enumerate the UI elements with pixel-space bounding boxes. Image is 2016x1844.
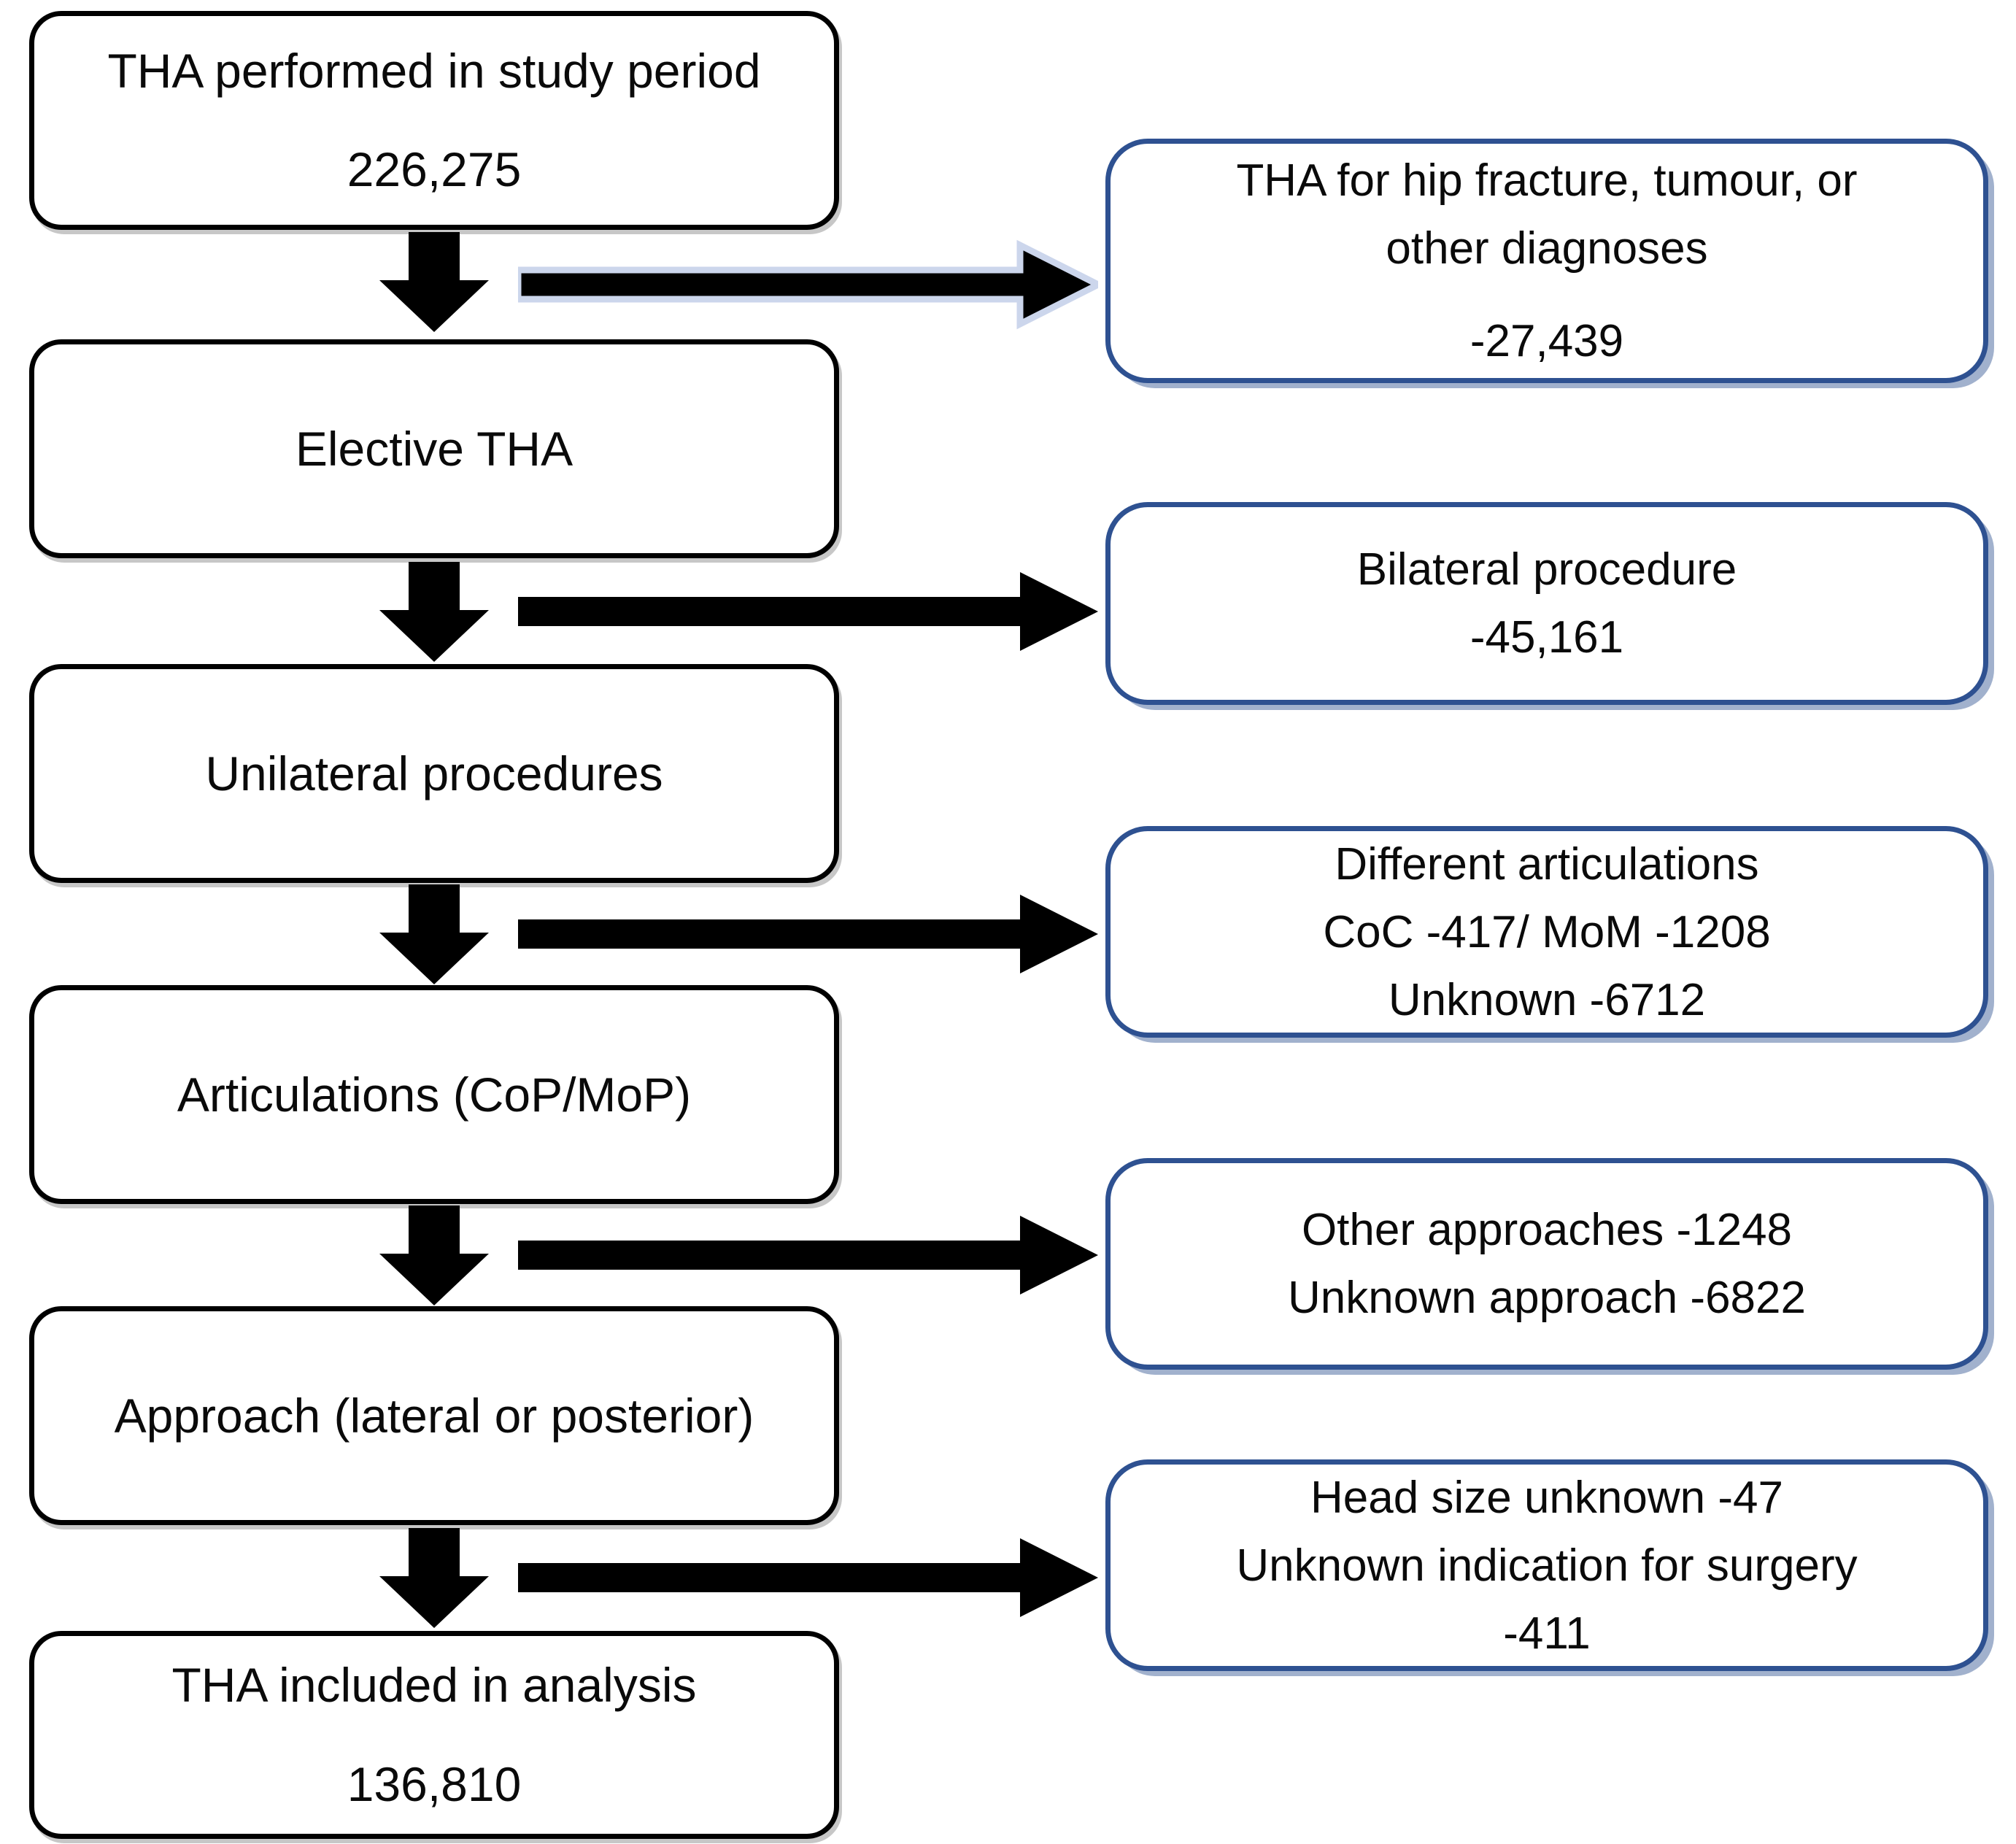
- box-approach: Approach (lateral or posterior): [29, 1306, 839, 1525]
- box-tha-included: THA included in analysis 136,810: [29, 1631, 839, 1839]
- box-line: other diagnoses: [1386, 223, 1708, 274]
- box-line: THA performed in study period: [107, 43, 761, 98]
- right-arrow-icon: [518, 1538, 1098, 1617]
- box-line: Different articulations: [1335, 838, 1759, 890]
- box-line: Head size unknown -47: [1310, 1472, 1783, 1523]
- box-line: Unknown -6712: [1388, 974, 1706, 1025]
- box-articulations: Articulations (CoP/MoP): [29, 985, 839, 1204]
- box-line: Unknown indication for surgery: [1236, 1540, 1858, 1591]
- box-line: -45,161: [1469, 612, 1624, 663]
- box-line: Approach (lateral or posterior): [114, 1388, 754, 1443]
- box-excluded-articulations: Different articulations CoC -417/ MoM -1…: [1105, 826, 1988, 1038]
- right-arrow-icon: [518, 572, 1098, 651]
- down-arrow-icon: [379, 1528, 489, 1628]
- box-line: -27,439: [1469, 316, 1624, 367]
- down-arrow-icon: [379, 1205, 489, 1305]
- box-excluded-bilateral: Bilateral procedure -45,161: [1105, 502, 1988, 705]
- down-arrow-icon: [379, 562, 489, 662]
- right-arrow-icon: [518, 895, 1098, 973]
- box-line: 226,275: [347, 142, 522, 197]
- box-line: THA included in analysis: [171, 1658, 697, 1713]
- right-arrow-icon: [518, 1216, 1098, 1295]
- box-line: CoC -417/ MoM -1208: [1323, 906, 1771, 957]
- box-line: Unilateral procedures: [205, 746, 663, 801]
- right-arrow-icon: [518, 239, 1098, 330]
- down-arrow-icon: [379, 232, 489, 332]
- box-line: -411: [1503, 1608, 1591, 1659]
- box-excluded-headsize-indication: Head size unknown -47 Unknown indication…: [1105, 1459, 1988, 1671]
- box-tha-performed: THA performed in study period 226,275: [29, 11, 839, 230]
- box-line: 136,810: [347, 1756, 522, 1811]
- box-line: Articulations (CoP/MoP): [177, 1067, 692, 1122]
- box-line: Bilateral procedure: [1356, 544, 1737, 595]
- box-line: Unknown approach -6822: [1287, 1273, 1807, 1323]
- box-excluded-approaches: Other approaches -1248 Unknown approach …: [1105, 1158, 1988, 1370]
- box-line: Elective THA: [295, 421, 573, 476]
- box-line: THA for hip fracture, tumour, or: [1236, 155, 1858, 206]
- box-line: Other approaches -1248: [1301, 1205, 1793, 1255]
- down-arrow-icon: [379, 884, 489, 984]
- box-unilateral-procedures: Unilateral procedures: [29, 664, 839, 883]
- box-excluded-other-diagnoses: THA for hip fracture, tumour, or other d…: [1105, 139, 1988, 383]
- box-elective-tha: Elective THA: [29, 339, 839, 558]
